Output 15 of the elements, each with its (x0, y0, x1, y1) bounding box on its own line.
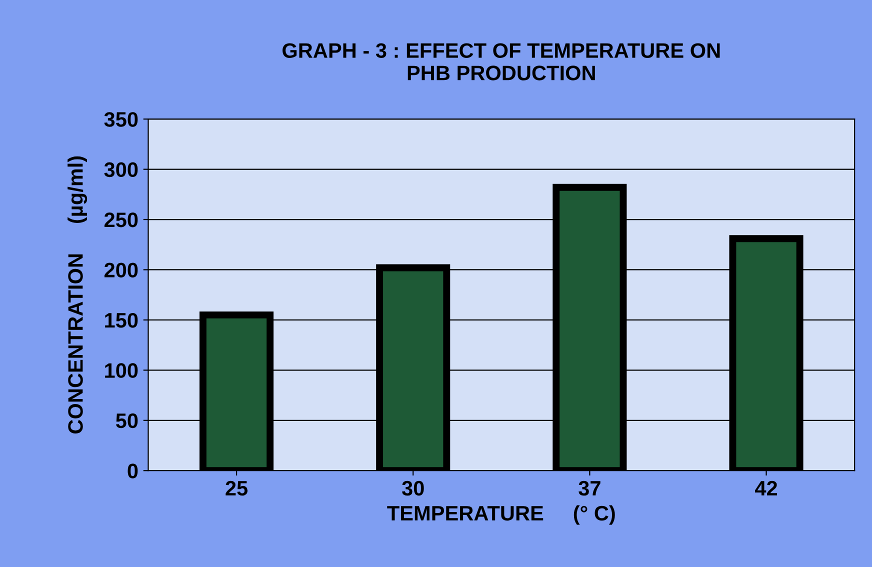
chart-title: GRAPH - 3 : EFFECT OF TEMPERATURE ON PHB PRODUCTION (282, 43, 720, 80)
y-tick-label: 350 (104, 112, 138, 127)
y-tick-label: 300 (104, 162, 138, 178)
x-tick-label: 37 (578, 480, 600, 496)
x-tick-label: 30 (402, 480, 424, 496)
y-tick-label: 0 (128, 464, 138, 478)
y-tick-label: 250 (104, 212, 138, 228)
x-tick-label: 42 (755, 480, 778, 496)
y-axis-title: CONCENTRATION (µg/ml) (68, 156, 88, 434)
y-tick-label: 150 (105, 312, 138, 328)
y-tick-label: 50 (116, 413, 138, 428)
y-tick-label: 200 (104, 262, 138, 278)
x-tick-label: 25 (226, 480, 248, 496)
y-tick-label: 100 (105, 363, 138, 378)
x-axis-title: TEMPERATURE (° C) (387, 505, 615, 525)
